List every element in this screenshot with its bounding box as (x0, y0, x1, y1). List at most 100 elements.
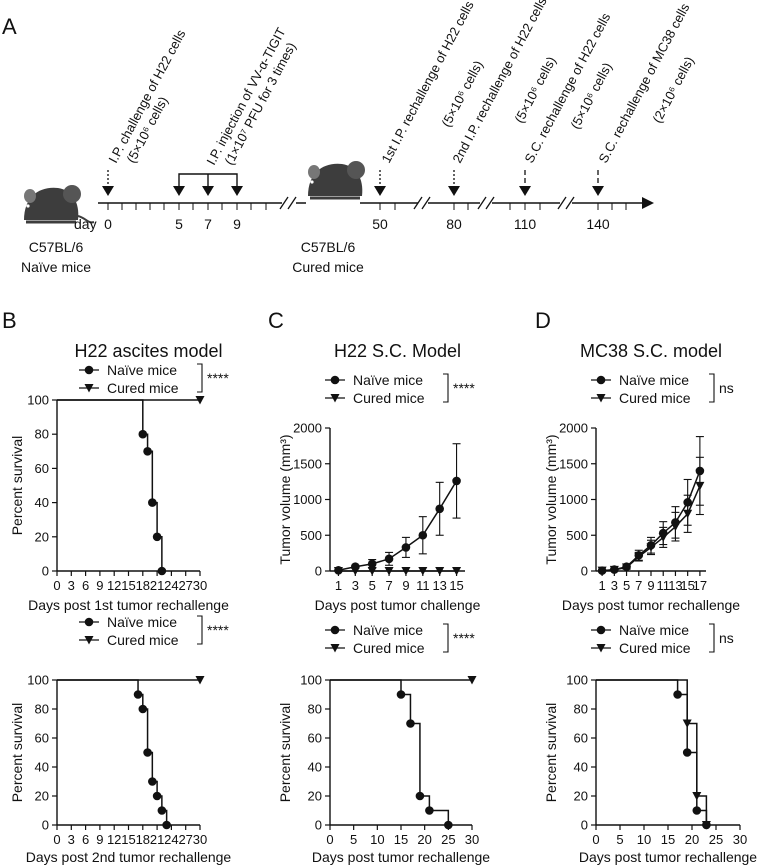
y-tick-label: 500 (300, 528, 322, 543)
naive-mouse-label: C57BL/6 (29, 239, 84, 255)
y-tick-label: 60 (35, 461, 49, 476)
series-na-ve-mice (596, 679, 711, 830)
x-tick-label: 9 (647, 578, 654, 593)
data-point (692, 792, 702, 801)
data-point (152, 532, 162, 542)
legend-marker-triangle (330, 394, 340, 403)
x-tick-label: 30 (465, 832, 479, 847)
data-point (658, 533, 668, 542)
data-point (406, 719, 415, 728)
series-cured-mice (57, 396, 205, 405)
significance-bracket (709, 373, 715, 403)
y-tick-label: 80 (308, 702, 322, 717)
y-tick-label: 100 (27, 673, 49, 688)
x-tick-label: 1 (335, 578, 342, 593)
y-tick-label: 0 (42, 564, 49, 579)
x-tick-label: 21 (150, 832, 164, 847)
x-tick-label: 9 (96, 578, 103, 593)
x-tick-label: 13 (668, 578, 682, 593)
x-tick-label: 27 (178, 578, 192, 593)
x-tick-label: 25 (709, 832, 723, 847)
y-tick-label: 100 (27, 393, 49, 408)
legend-label: Naïve mice (107, 614, 177, 630)
series-cured-mice (596, 679, 711, 830)
data-point (148, 777, 157, 786)
timeline-day-label: day (74, 216, 97, 232)
x-tick-label: 20 (685, 832, 699, 847)
y-tick-label: 0 (315, 818, 322, 833)
data-point (143, 748, 152, 757)
significance-bracket (197, 615, 203, 645)
y-tick-label: 500 (566, 528, 588, 543)
legend-marker-circle (596, 625, 606, 635)
series-na-ve-mice (334, 443, 461, 575)
data-point (333, 567, 343, 576)
data-point (367, 559, 377, 569)
chart-d2-survival-mc38: 0 20 40 60 80 100 0 5 10 15 20 25 30 Days post tumor … (543, 622, 757, 865)
timeline-day-110: 110 (514, 216, 537, 232)
y-tick-label: 20 (574, 789, 588, 804)
x-tick-label: 0 (592, 832, 599, 847)
significance-bracket (443, 623, 449, 653)
y-tick-label: 0 (42, 818, 49, 833)
y-tick-label: 40 (308, 760, 322, 775)
chart-title: MC38 S.C. model (580, 341, 722, 361)
data-point (152, 791, 162, 801)
timeline-day-140: 140 (586, 216, 610, 232)
x-tick-label: 5 (369, 578, 376, 593)
series-line (338, 480, 458, 572)
x-tick-label: 11 (656, 578, 670, 593)
data-point (384, 567, 394, 576)
x-axis-label: Days post 1st tumor rechallenge (28, 597, 229, 613)
y-tick-label: 1000 (293, 492, 322, 507)
data-point (367, 567, 377, 576)
data-point (682, 748, 692, 757)
x-tick-label: 10 (370, 832, 384, 847)
legend-marker-triangle (84, 636, 94, 645)
x-tick-label: 3 (68, 832, 75, 847)
x-tick-label: 20 (417, 832, 431, 847)
y-tick-label: 2000 (559, 421, 588, 436)
data-point (396, 690, 406, 699)
data-point (162, 820, 171, 830)
x-tick-label: 10 (637, 832, 651, 847)
legend-marker-triangle (84, 384, 94, 393)
panel-label-c: C (268, 308, 284, 333)
y-tick-label: 40 (35, 495, 49, 510)
x-tick-label: 15 (394, 832, 408, 847)
x-tick-label: 3 (352, 578, 359, 593)
x-tick-label: 15 (121, 832, 135, 847)
y-tick-label: 0 (581, 564, 588, 579)
data-point (683, 509, 693, 519)
data-point (425, 806, 434, 815)
x-tick-label: 30 (193, 578, 207, 593)
series-na-ve-mice (57, 399, 167, 576)
data-point (415, 791, 425, 801)
data-point (148, 498, 157, 507)
data-point (435, 504, 444, 514)
data-point (682, 719, 692, 728)
y-tick-label: 1500 (293, 456, 322, 471)
chart-title: H22 S.C. Model (334, 341, 461, 361)
legend-marker-triangle (596, 394, 606, 403)
data-point (695, 481, 705, 491)
significance-bracket (709, 623, 715, 653)
chart-c2-survival-h22: 0 20 40 60 80 100 0 5 10 15 20 25 30 Days post tumor … (277, 622, 490, 865)
naive-mouse-icon (24, 185, 95, 224)
y-axis-label: Percent survival (9, 703, 25, 803)
x-axis-label: Days post 2nd tumor rechallenge (26, 849, 232, 865)
x-tick-label: 18 (136, 578, 150, 593)
data-point (401, 567, 411, 576)
cured-mouse-sublabel: Cured mice (292, 259, 364, 275)
x-tick-label: 9 (96, 832, 103, 847)
data-point (401, 543, 411, 552)
x-tick-label: 7 (385, 578, 392, 593)
data-point (452, 476, 461, 486)
y-tick-label: 60 (308, 731, 322, 746)
y-tick-label: 1000 (559, 492, 588, 507)
significance-bracket (443, 373, 449, 403)
legend-marker-circle (330, 375, 340, 385)
y-tick-label: 100 (566, 673, 588, 688)
